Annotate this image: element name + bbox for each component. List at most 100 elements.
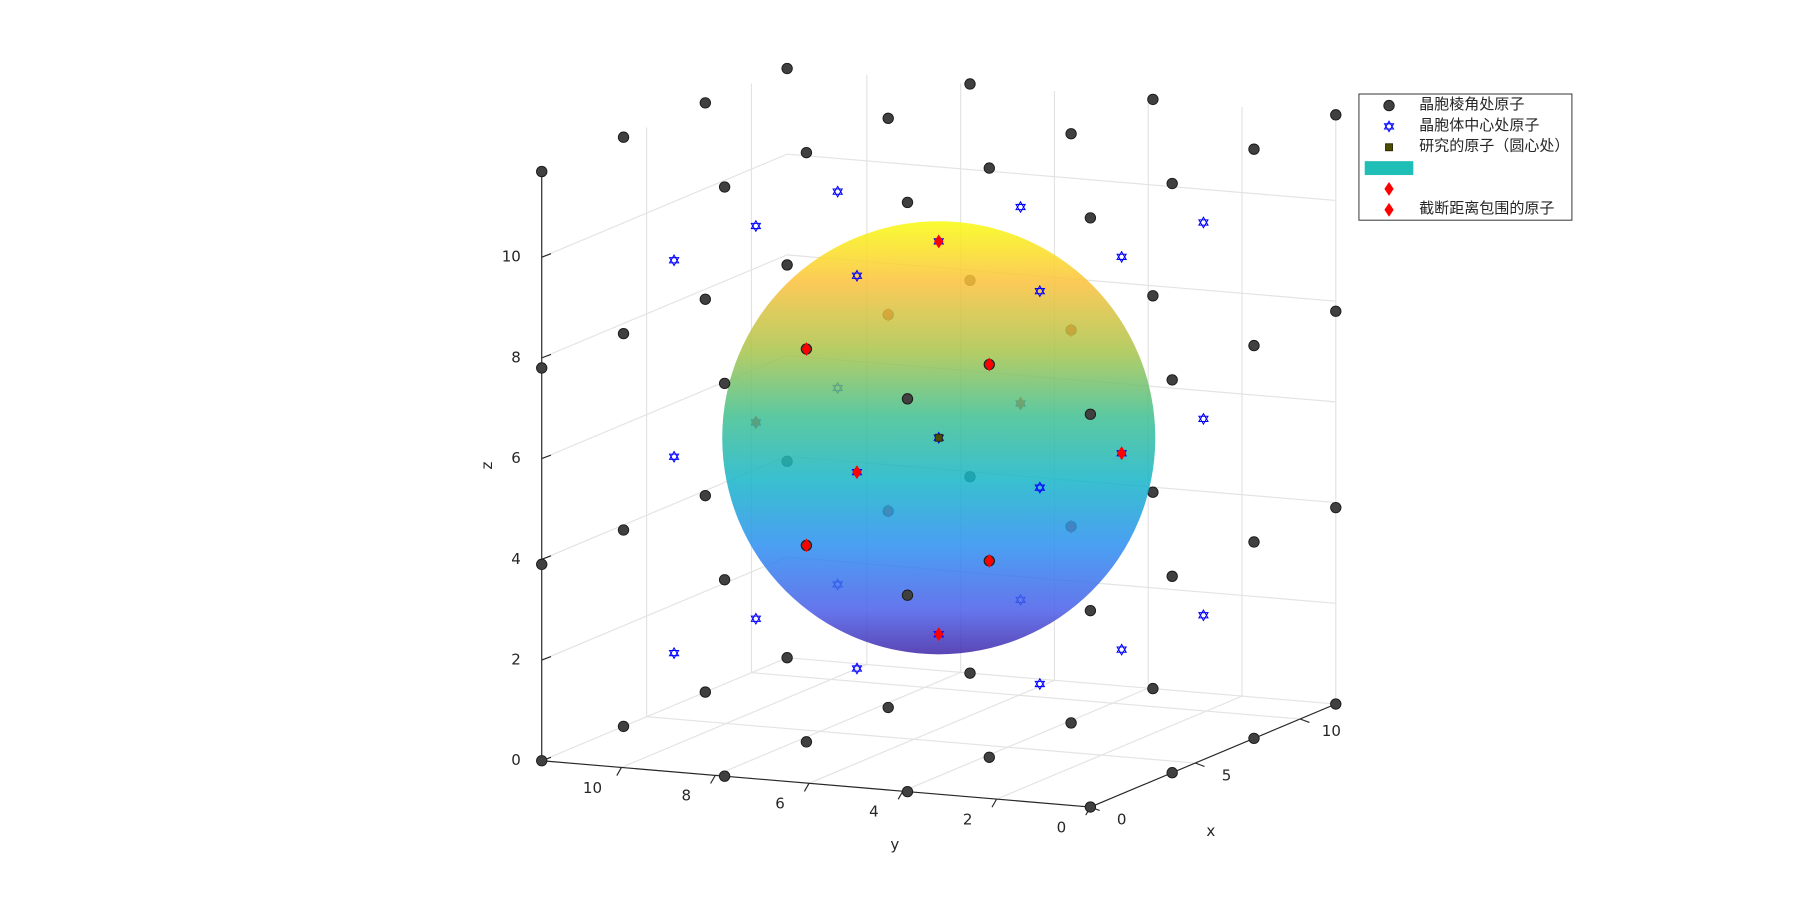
z-tick-label: 0: [511, 751, 521, 769]
center-atom: [668, 646, 680, 660]
corner-atom: [1166, 570, 1178, 582]
corner-atom: [1166, 767, 1178, 779]
z-tick: [541, 656, 552, 661]
corner-atom: [1166, 374, 1178, 386]
legend-box: [1358, 93, 1573, 221]
corner-atom: [901, 589, 914, 601]
corner-atom: [901, 196, 914, 209]
cutoff-atom: [934, 234, 944, 249]
corner-atom: [1330, 501, 1342, 514]
z-tick-label: 2: [511, 651, 521, 669]
grid-line: [541, 657, 788, 762]
y-tick: [991, 798, 998, 808]
corner-atom: [536, 362, 548, 374]
corner-atom: [781, 259, 793, 271]
center-atom: [1198, 609, 1209, 622]
cutoff-atom: [934, 627, 944, 642]
corner-atom: [617, 131, 630, 143]
y-tick: [616, 767, 622, 776]
center-atom: [1034, 284, 1046, 298]
corner-atom: [800, 146, 813, 159]
center-atom: [1198, 216, 1209, 229]
center-atom: [668, 450, 680, 463]
labels: y x z 0 5 10 0 2 4 6 8 10 0 2 4 6 8 10: [478, 248, 1341, 854]
legend-label: 截断距离包围的原子: [1419, 200, 1554, 217]
y-tick-label: 0: [1057, 818, 1067, 836]
y-tick-label: 8: [682, 787, 692, 805]
corner-atom: [964, 667, 976, 679]
z-tick-label: 10: [502, 248, 521, 266]
x-axis-label: x: [1206, 822, 1215, 840]
corner-atom: [699, 97, 711, 109]
cutoff-atom: [852, 465, 862, 480]
z-tick-label: 4: [511, 550, 521, 568]
center-atom: [750, 612, 762, 626]
corner-atom: [901, 785, 914, 798]
x-tick: [1299, 718, 1310, 724]
corner-atom: [699, 293, 711, 305]
studied-atom: [934, 433, 943, 442]
y-axis: [541, 760, 1091, 808]
corner-atom: [1147, 290, 1159, 302]
z-tick: [541, 353, 552, 359]
corner-atom: [617, 327, 630, 340]
cutoff-atom: [984, 553, 994, 568]
corner-atom: [882, 112, 894, 124]
grid-line: [787, 657, 1336, 705]
corner-atom: [1166, 177, 1178, 190]
x-axis: [1090, 703, 1337, 808]
grid-line: [541, 556, 788, 661]
corner-atom: [718, 770, 731, 782]
center-atom: [1034, 677, 1046, 691]
legend-label: 研究的原子（圆心处）: [1419, 138, 1569, 155]
grid-line: [646, 716, 1196, 764]
center-atom: [851, 269, 863, 282]
corner-atom: [1065, 717, 1077, 729]
corner-atom: [1248, 339, 1260, 352]
x-tick-label: 5: [1222, 766, 1232, 784]
corner-atom: [1065, 128, 1077, 140]
y-tick: [803, 783, 810, 792]
corner-atom: [536, 755, 548, 767]
grid-line: [808, 679, 1055, 784]
corner-atom: [882, 701, 894, 714]
y-tick: [710, 775, 716, 784]
z-tick-label: 8: [511, 348, 521, 366]
grid-line: [787, 153, 1336, 202]
corner-atom: [1084, 212, 1097, 224]
corner-atom: [536, 165, 548, 178]
corner-atom: [1248, 732, 1260, 745]
legend-marker: [1385, 143, 1393, 152]
z-tick: [541, 454, 552, 460]
grid-line: [621, 663, 868, 769]
corner-atom: [536, 558, 548, 571]
corner-atom: [964, 78, 976, 90]
points-front: [536, 143, 1260, 813]
y-axis-label: y: [890, 836, 899, 854]
corner-atom: [1084, 408, 1097, 420]
center-atom: [832, 185, 844, 198]
corner-atom: [1330, 109, 1342, 121]
center-atom: [668, 254, 680, 267]
x-tick-label: 10: [1322, 722, 1341, 740]
grid-line: [996, 695, 1243, 800]
corner-atom: [1248, 143, 1260, 155]
grid-line: [751, 672, 1301, 720]
center-atom: [1116, 250, 1128, 264]
center-atom: [851, 662, 863, 675]
legend-marker: [1383, 99, 1395, 112]
grid-line: [715, 671, 961, 776]
y-tick-label: 6: [775, 795, 785, 813]
x-tick-label: 0: [1117, 810, 1127, 828]
legend-marker: [1384, 202, 1394, 217]
legend-marker: [1364, 161, 1414, 176]
corner-atom: [1084, 801, 1097, 813]
corner-atom: [617, 720, 630, 733]
legend-marker: [1383, 120, 1395, 133]
corner-atom: [1330, 698, 1342, 710]
corner-atom: [800, 736, 813, 748]
center-atom: [1116, 643, 1128, 656]
legend-marker: [1384, 181, 1394, 196]
y-tick-label: 10: [583, 779, 602, 797]
